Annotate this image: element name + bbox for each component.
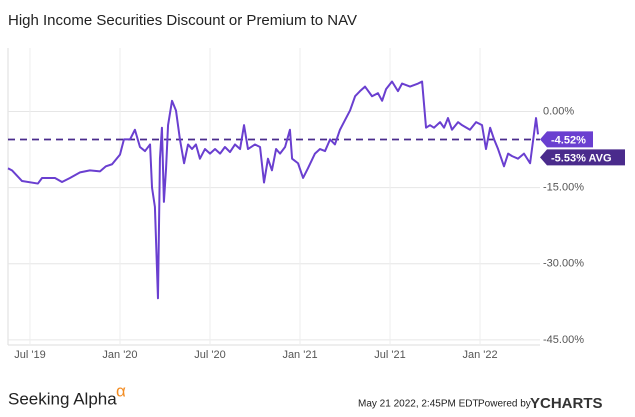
y-tick-label: -15.00% (543, 182, 584, 194)
y-tick-label: -30.00% (543, 258, 584, 270)
line-series (7, 80, 540, 300)
last-value-label: -4.52% (551, 134, 586, 146)
average-label-box (540, 149, 625, 166)
powered-by: Powered by (478, 399, 531, 410)
x-tick-label: Jul '20 (194, 349, 225, 361)
timestamp: May 21 2022, 2:45PM EDT. (358, 399, 480, 410)
average-label: -5.53% AVG (551, 152, 612, 164)
y-tick-label: -45.00% (543, 334, 584, 346)
x-tick-label: Jan '21 (282, 349, 317, 361)
x-tick-label: Jan '20 (102, 349, 137, 361)
y-tick-label: 0.00% (543, 105, 574, 117)
provider: YCHARTS (530, 395, 603, 412)
brand-mark: α (116, 381, 126, 400)
x-tick-label: Jul '19 (14, 349, 45, 361)
chart-title: High Income Securities Discount or Premi… (8, 12, 357, 29)
x-tick-label: Jul '21 (374, 349, 405, 361)
x-tick-label: Jan '22 (462, 349, 497, 361)
last-value-label-box (540, 131, 593, 148)
brand: Seeking Alpha (8, 389, 117, 408)
